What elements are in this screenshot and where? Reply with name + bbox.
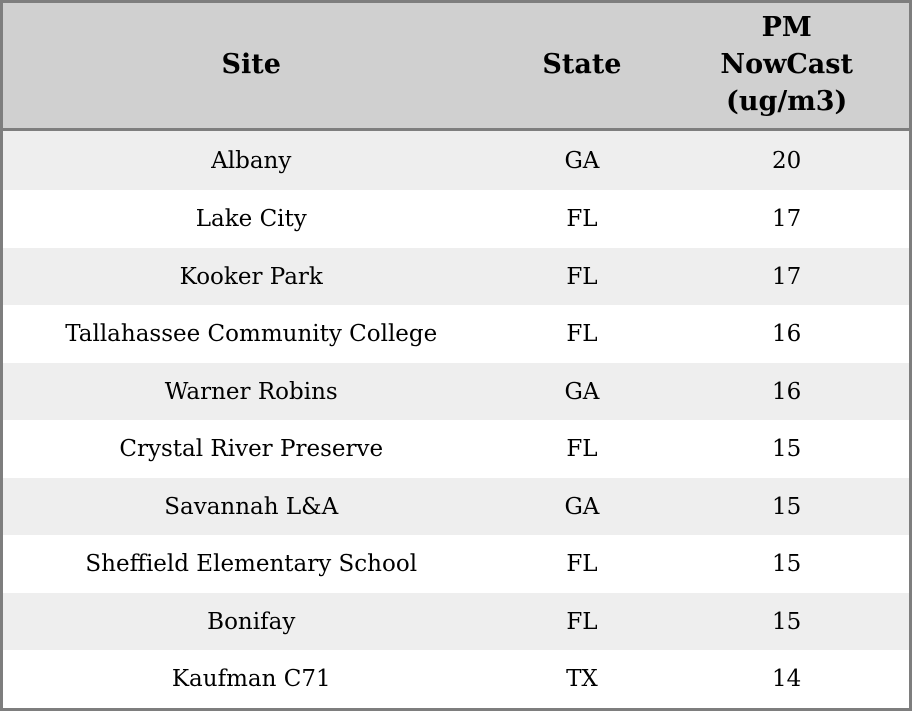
site-cell: Crystal River Preserve <box>119 436 384 463</box>
state-cell: TX <box>566 666 598 693</box>
state-cell: FL <box>566 551 598 578</box>
table-row: Bonifay FL 15 <box>3 592 909 651</box>
site-cell: Tallahassee Community College <box>65 321 438 348</box>
pm-cell: 16 <box>772 378 802 405</box>
state-cell: GA <box>564 493 600 520</box>
table-row: Kaufman C71 TX 14 <box>3 650 909 708</box>
site-cell: Kaufman C71 <box>171 666 331 693</box>
state-cell: FL <box>566 321 598 348</box>
pm-cell: 15 <box>772 551 802 578</box>
state-cell: GA <box>564 378 600 405</box>
state-cell: GA <box>564 147 600 174</box>
pm-cell: 14 <box>772 666 802 693</box>
table-row: Kooker Park FL 17 <box>3 247 909 306</box>
table-row: Sheffield Elementary School FL 15 <box>3 535 909 593</box>
state-cell: FL <box>566 206 598 233</box>
pm-cell: 20 <box>772 147 802 174</box>
table-header: Site State PM NowCast (ug/m3) <box>3 3 909 131</box>
site-cell: Warner Robins <box>164 378 338 405</box>
table-row: Warner Robins GA 16 <box>3 362 909 421</box>
table-row: Tallahassee Community College FL 16 <box>3 305 909 363</box>
site-cell: Sheffield Elementary School <box>85 551 418 578</box>
pm-cell: 15 <box>772 608 802 635</box>
site-cell: Kooker Park <box>179 263 323 290</box>
site-cell: Lake City <box>195 206 307 233</box>
state-cell: FL <box>566 608 598 635</box>
site-cell: Bonifay <box>207 608 296 635</box>
data-table: Site State PM NowCast (ug/m3) Albany GA … <box>3 3 909 708</box>
table-row: Albany GA 20 <box>3 129 909 191</box>
pm-cell: 16 <box>772 321 802 348</box>
site-cell: Albany <box>211 147 292 174</box>
state-cell: FL <box>566 263 598 290</box>
pm-cell: 15 <box>772 436 802 463</box>
column-header-state: State <box>499 3 665 131</box>
table-row: Savannah L&A GA 15 <box>3 477 909 536</box>
header-row: Site State PM NowCast (ug/m3) <box>3 3 909 131</box>
pm-cell: 17 <box>772 206 802 233</box>
state-cell: FL <box>566 436 598 463</box>
column-header-pm-nowcast: PM NowCast (ug/m3) <box>664 3 909 131</box>
table-row: Crystal River Preserve FL 15 <box>3 420 909 478</box>
column-header-site: Site <box>3 3 500 131</box>
pm-cell: 17 <box>772 263 802 290</box>
table-body: Albany GA 20 Lake City FL 17 Kooker Park… <box>3 129 909 708</box>
table-row: Lake City FL 17 <box>3 190 909 248</box>
pm-cell: 15 <box>772 493 802 520</box>
site-cell: Savannah L&A <box>164 493 339 520</box>
